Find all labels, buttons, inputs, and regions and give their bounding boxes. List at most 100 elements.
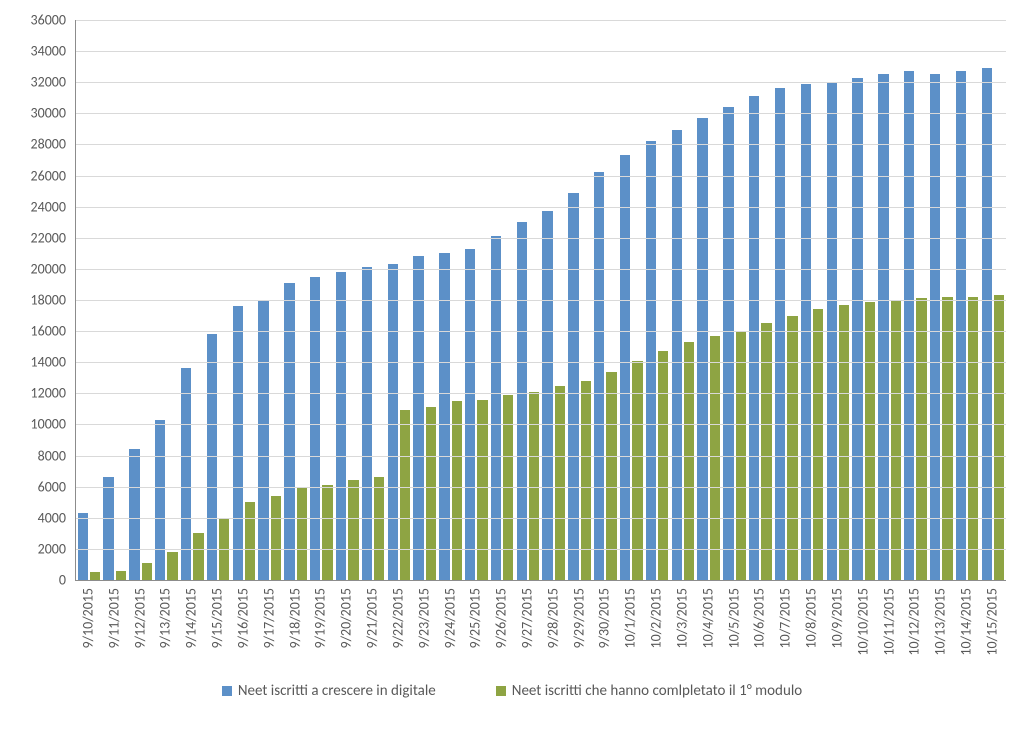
bar-series-b	[426, 407, 436, 580]
x-tick-label: 9/28/2015	[544, 588, 561, 648]
gridline	[76, 113, 1006, 114]
bar-series-b	[142, 563, 152, 580]
x-tick-label: 9/16/2015	[234, 588, 251, 648]
x-tick-label: 9/27/2015	[518, 588, 535, 648]
legend-item-series-b: Neet iscritti che hanno comlpletato il 1…	[496, 682, 802, 700]
x-tick-cell: 9/22/2015	[385, 582, 411, 672]
x-tick-label: 10/13/2015	[932, 588, 949, 656]
x-tick-label: 10/1/2015	[622, 588, 639, 648]
legend-label-series-a: Neet iscritti a crescere in digitale	[238, 682, 436, 700]
x-tick-label: 9/10/2015	[79, 588, 96, 648]
bar-series-b	[787, 316, 797, 580]
bar-series-b	[452, 401, 462, 580]
y-tick-label: 30000	[6, 105, 66, 122]
x-tick-label: 9/12/2015	[131, 588, 148, 648]
y-tick-label: 26000	[6, 167, 66, 184]
x-tick-cell: 10/11/2015	[876, 582, 902, 672]
bar-series-a	[207, 334, 217, 580]
x-tick-label: 10/2/2015	[648, 588, 665, 648]
x-tick-cell: 10/12/2015	[902, 582, 928, 672]
bar-series-a	[258, 300, 268, 580]
gridline	[76, 393, 1006, 394]
bar-series-a	[103, 477, 113, 580]
bar-series-b	[942, 297, 952, 580]
x-tick-label: 9/20/2015	[338, 588, 355, 648]
gridline	[76, 300, 1006, 301]
x-tick-label: 10/6/2015	[751, 588, 768, 648]
bar-series-a	[78, 513, 88, 580]
gridline	[76, 51, 1006, 52]
bar-series-a	[956, 71, 966, 580]
x-tick-label: 10/14/2015	[958, 588, 975, 656]
x-tick-cell: 9/20/2015	[333, 582, 359, 672]
x-tick-cell: 9/27/2015	[514, 582, 540, 672]
x-tick-label: 10/7/2015	[777, 588, 794, 648]
gridline	[76, 518, 1006, 519]
bar-series-b	[297, 488, 307, 580]
x-tick-label: 9/23/2015	[415, 588, 432, 648]
x-tick-cell: 9/13/2015	[152, 582, 178, 672]
x-tick-label: 9/21/2015	[364, 588, 381, 648]
x-tick-cell: 9/21/2015	[359, 582, 385, 672]
bar-series-b	[684, 342, 694, 580]
bar-series-a	[517, 222, 527, 580]
bar-series-b	[245, 502, 255, 580]
bar-series-b	[193, 533, 203, 580]
x-tick-label: 10/10/2015	[854, 588, 871, 656]
gridline	[76, 331, 1006, 332]
x-tick-cell: 9/19/2015	[307, 582, 333, 672]
gridline	[76, 424, 1006, 425]
y-tick-label: 0	[6, 572, 66, 589]
x-tick-label: 9/25/2015	[467, 588, 484, 648]
bar-series-a	[930, 74, 940, 580]
x-tick-cell: 9/11/2015	[101, 582, 127, 672]
gridline	[76, 238, 1006, 239]
x-tick-cell: 10/1/2015	[617, 582, 643, 672]
bar-series-a	[775, 88, 785, 580]
y-tick-label: 34000	[6, 43, 66, 60]
bar-series-a	[388, 264, 398, 580]
legend: Neet iscritti a crescere in digitale Nee…	[0, 682, 1024, 700]
bar-series-a	[723, 107, 733, 580]
bar-series-b	[90, 572, 100, 580]
legend-swatch-series-a	[222, 686, 232, 696]
x-axis-labels: 9/10/2015 9/11/2015 9/12/20159/13/20159/14…	[75, 582, 1005, 672]
y-tick-label: 32000	[6, 74, 66, 91]
x-tick-label: 9/26/2015	[493, 588, 510, 648]
bar-series-a	[672, 130, 682, 580]
bar-series-a	[284, 283, 294, 580]
x-tick-label: 9/30/2015	[596, 588, 613, 648]
bar-series-a	[413, 256, 423, 580]
x-tick-label: 10/11/2015	[880, 588, 897, 656]
bar-series-b	[322, 485, 332, 580]
bar-series-a	[878, 74, 888, 580]
x-tick-label: 10/8/2015	[803, 588, 820, 648]
bar-series-a	[904, 71, 914, 580]
bar-series-b	[968, 297, 978, 580]
x-tick-cell: 10/8/2015	[798, 582, 824, 672]
y-tick-label: 28000	[6, 136, 66, 153]
gridline	[76, 176, 1006, 177]
bar-series-b	[271, 496, 281, 580]
bar-series-b	[891, 300, 901, 580]
bar-series-a	[594, 172, 604, 580]
bar-series-a	[697, 118, 707, 580]
y-tick-label: 10000	[6, 416, 66, 433]
x-tick-cell: 10/9/2015	[824, 582, 850, 672]
y-tick-label: 8000	[6, 447, 66, 464]
x-tick-cell: 9/12/2015	[127, 582, 153, 672]
gridline	[76, 20, 1006, 21]
x-tick-label: 10/15/2015	[983, 588, 1000, 656]
x-tick-label: 10/3/2015	[673, 588, 690, 648]
bar-series-b	[813, 309, 823, 580]
gridline	[76, 362, 1006, 363]
bar-series-a	[749, 96, 759, 580]
y-tick-label: 36000	[6, 12, 66, 29]
x-tick-cell: 10/2/2015	[643, 582, 669, 672]
bar-series-b	[400, 410, 410, 580]
x-tick-cell: 9/15/2015	[204, 582, 230, 672]
x-tick-label: 9/11/2015	[105, 588, 122, 648]
bar-series-b	[581, 381, 591, 580]
x-tick-cell: 9/14/2015	[178, 582, 204, 672]
bar-series-b	[116, 571, 126, 580]
